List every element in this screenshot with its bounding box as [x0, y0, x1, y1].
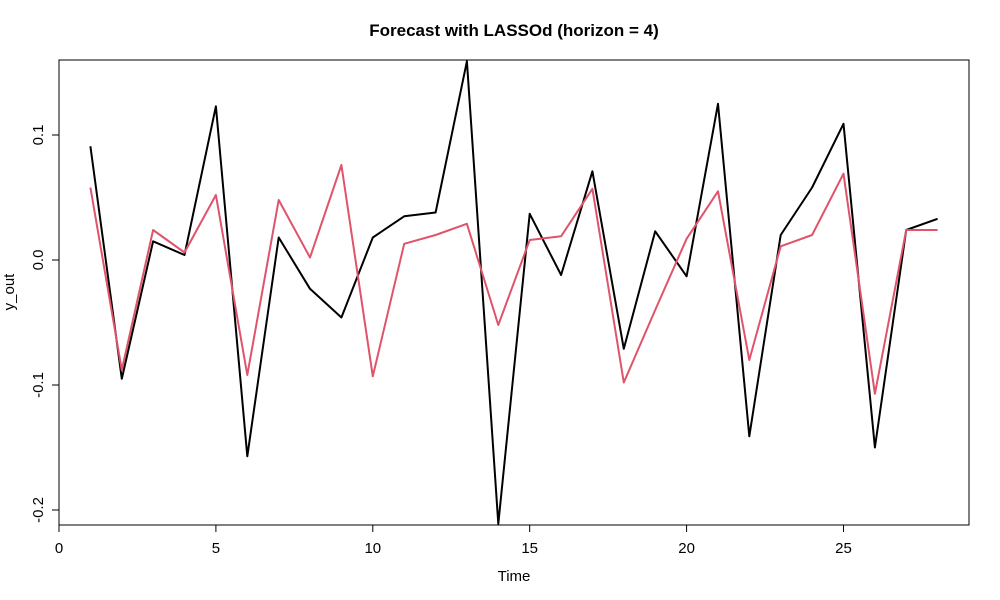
x-tick-label: 15	[521, 540, 538, 557]
x-tick-label: 25	[835, 540, 852, 557]
y-axis-label: y_out	[1, 273, 18, 311]
x-tick-label: 10	[364, 540, 381, 557]
y-tick-label: -0.2	[30, 497, 47, 523]
x-tick-label: 0	[55, 540, 63, 557]
series-layer	[89, 60, 938, 525]
series-line-2	[89, 164, 938, 395]
y-tick-label: 0.0	[30, 250, 47, 271]
y-axis: -0.2 -0.1 0.0 0.1	[30, 125, 60, 523]
series-line-1	[89, 60, 938, 525]
x-axis-label: Time	[498, 568, 531, 585]
y-tick-label: -0.1	[30, 372, 47, 398]
y-tick-label: 0.1	[30, 125, 47, 146]
plot-frame	[58, 59, 970, 526]
x-tick-label: 20	[678, 540, 695, 557]
chart-title: Forecast with LASSOd (horizon = 4)	[369, 21, 659, 40]
x-axis: 0 5 10 15 20 25	[55, 524, 852, 557]
x-tick-label: 5	[212, 540, 220, 557]
